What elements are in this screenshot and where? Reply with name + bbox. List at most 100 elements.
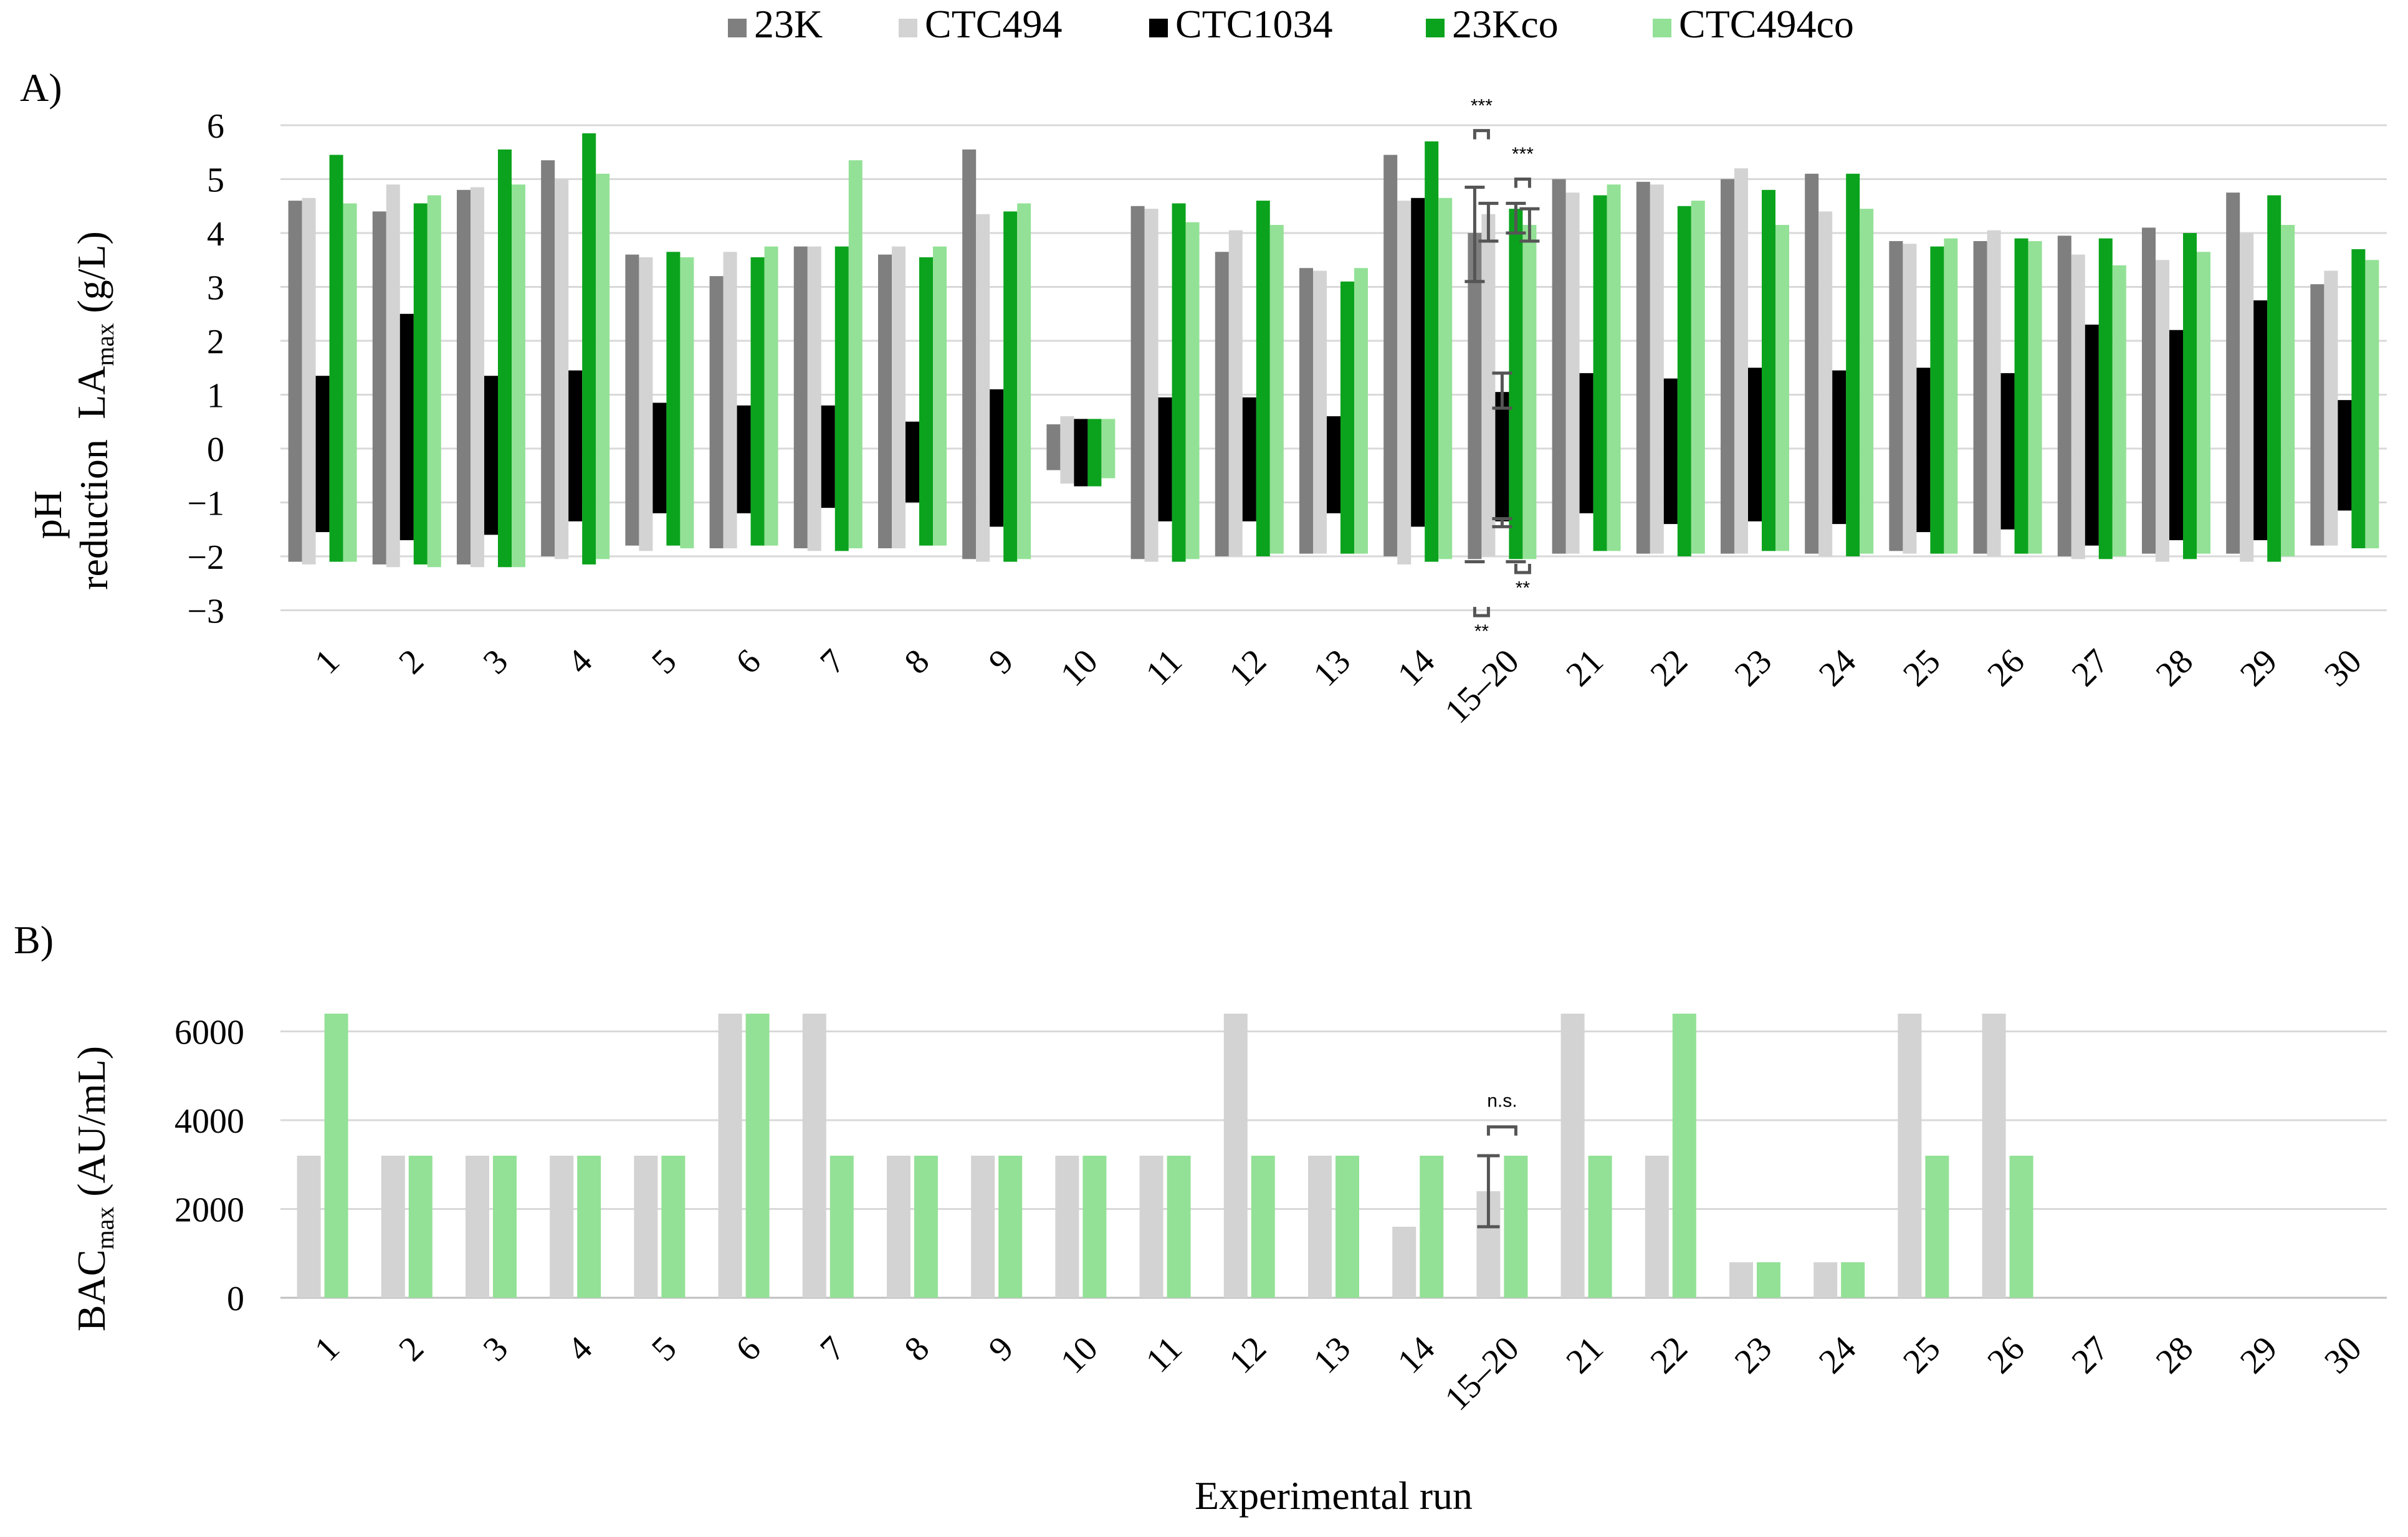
bar-ph-23K	[1889, 449, 1903, 551]
bar-la-CTC1034	[1748, 368, 1762, 449]
bar-ph-CTC494co	[1775, 449, 1789, 551]
bar-ph-23K	[457, 449, 471, 564]
bar-ph-23Kco	[1762, 449, 1775, 551]
x-tick-b: 23	[1727, 1329, 1779, 1381]
bar-ph-23K	[2057, 449, 2071, 556]
bar-la-23Kco	[1087, 419, 1102, 449]
bar-ph-CTC494	[1565, 449, 1580, 554]
y-tick-a: −2	[187, 538, 224, 577]
x-tick-a: 2	[391, 642, 431, 682]
bar-la-CTC494co	[1691, 201, 1705, 449]
bar-la-CTC1034	[2000, 373, 2015, 449]
bar-bac-CTC494co	[745, 1014, 770, 1298]
x-tick-a: 15–20	[1438, 642, 1527, 731]
bar-la-23K	[457, 189, 471, 449]
significance-bracket-3	[1514, 563, 1531, 574]
bar-la-CTC494	[1818, 211, 1833, 449]
bar-bac-CTC494co	[1251, 1156, 1275, 1298]
x-tick-b: 6	[729, 1329, 768, 1369]
y-tick-a: 2	[207, 323, 224, 361]
bar-la-23K	[1552, 179, 1566, 449]
bar-la-23Kco	[2267, 195, 2281, 449]
y-tick-a: 1	[207, 377, 224, 416]
x-tick-a: 12	[1222, 642, 1274, 693]
bar-ph-23Kco	[2098, 449, 2113, 559]
y-tick-a: 6	[207, 107, 224, 146]
y-tick-a: 0	[207, 431, 224, 469]
bar-ph-CTC494co	[1438, 449, 1453, 559]
legend-swatch-CTC1034	[1149, 19, 1168, 37]
bar-la-23Kco	[329, 155, 343, 449]
bar-bac-CTC494	[1645, 1156, 1669, 1298]
bar-la-23K	[1973, 240, 1987, 449]
bar-ph-23K	[1721, 449, 1734, 554]
bar-ph-CTC494	[2240, 449, 2254, 562]
legend-swatch-23Kco	[1426, 19, 1445, 37]
legend-swatch-CTC494	[899, 19, 917, 37]
bar-ph-23Kco	[498, 449, 512, 568]
bar-la-CTC494	[639, 257, 653, 449]
bar-ph-CTC494co	[1101, 449, 1116, 478]
bar-ph-23Kco	[919, 449, 933, 546]
bar-la-CTC1034	[2253, 300, 2268, 449]
bar-ph-23Kco	[1677, 449, 1691, 556]
bar-la-23K	[1636, 181, 1650, 449]
y-tick-a: 3	[207, 269, 224, 308]
bar-la-23Kco	[2183, 233, 2197, 449]
bar-bac-CTC494co	[1504, 1156, 1528, 1298]
legend-swatch-CTC494co	[1653, 19, 1671, 37]
x-tick-a: 25	[1896, 642, 1947, 693]
bar-bac-CTC494	[1813, 1262, 1838, 1298]
bar-ph-23K	[1130, 449, 1145, 559]
bar-ph-23K	[962, 449, 977, 559]
bar-ph-23Kco	[2267, 449, 2281, 562]
x-tick-b: 3	[476, 1329, 516, 1369]
bar-la-CTC494	[976, 214, 990, 449]
significance-bracket-1	[1473, 129, 1490, 140]
x-tick-b: 24	[1812, 1329, 1863, 1381]
bar-la-CTC494	[2156, 260, 2169, 449]
bar-ph-23K	[1636, 449, 1650, 554]
bar-la-CTC494	[1481, 214, 1496, 449]
x-tick-b: 2	[391, 1329, 431, 1369]
bar-la-23Kco	[1425, 141, 1439, 449]
bar-la-CTC494	[2071, 254, 2085, 449]
significance-bracket-b	[1486, 1125, 1517, 1136]
bar-la-CTC494	[555, 179, 569, 449]
bar-la-CTC494	[2240, 233, 2254, 449]
significance-bracket-4-label: **	[1474, 621, 1489, 642]
panel-b-error-bars	[1477, 1154, 1500, 1229]
y-tick-b: 4000	[174, 1102, 244, 1141]
x-tick-a: 23	[1727, 642, 1779, 693]
bar-ph-CTC494	[1987, 449, 2001, 556]
bar-la-CTC1034	[1579, 373, 1593, 449]
bar-ph-CTC494co	[1017, 449, 1031, 559]
bar-ph-23Kco	[1087, 449, 1102, 487]
bar-ph-CTC494co	[1607, 449, 1621, 551]
panel-b-ylabel: BACmax (AU/mL)	[69, 1046, 119, 1331]
bar-ph-CTC494co	[2281, 449, 2295, 556]
bar-ph-CTC494	[1903, 449, 1917, 554]
bar-la-23K	[1889, 240, 1903, 449]
bar-ph-CTC494	[1734, 449, 1748, 554]
bar-la-CTC494	[892, 246, 905, 449]
bar-la-23Kco	[1340, 281, 1354, 449]
bar-la-23Kco	[1846, 173, 1860, 449]
bar-ph-23Kco	[1593, 449, 1607, 551]
bar-ph-CTC1034	[399, 449, 414, 541]
x-tick-b: 15–20	[1438, 1329, 1527, 1418]
y-tick-b: 0	[227, 1280, 244, 1318]
y-tick-a: −3	[187, 592, 224, 631]
bar-ph-CTC494	[302, 449, 316, 564]
bar-ph-23K	[793, 449, 808, 549]
bar-ph-CTC1034	[568, 449, 583, 521]
bar-la-23K	[1468, 233, 1482, 449]
bar-bac-CTC494co	[1082, 1156, 1107, 1298]
panel-b-y-ticks: 0 2000 4000 6000	[174, 1014, 244, 1319]
bar-la-23K	[962, 149, 977, 449]
bar-la-CTC494co	[343, 203, 357, 449]
bar-la-CTC494co	[2197, 252, 2210, 449]
bar-la-23Kco	[1256, 201, 1270, 449]
bar-bac-CTC494	[634, 1156, 658, 1298]
